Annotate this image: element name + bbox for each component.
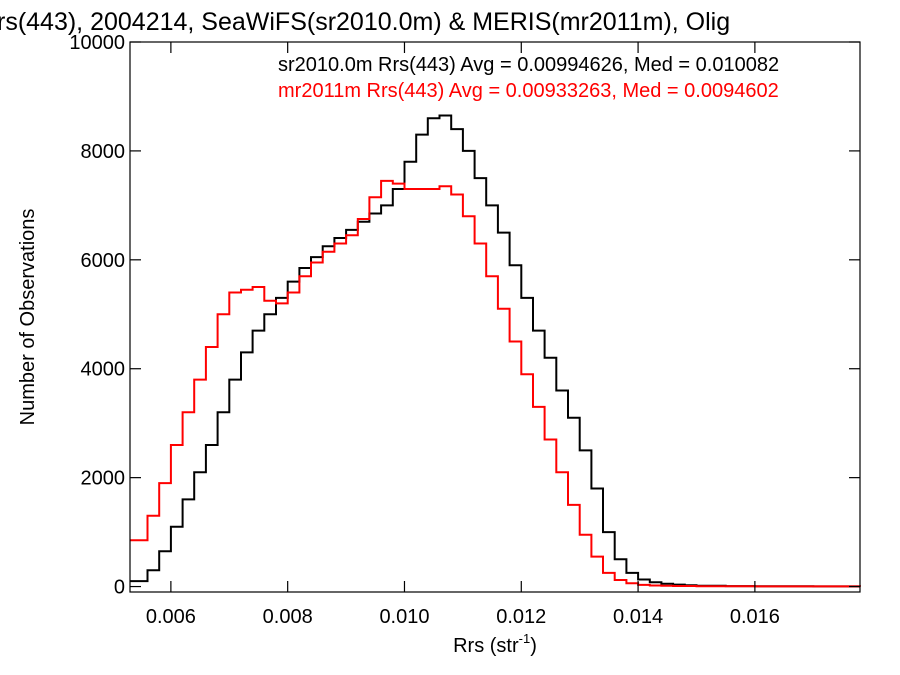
x-axis-label-main: Rrs (str <box>453 635 519 657</box>
x-tick-label: 0.014 <box>613 606 663 628</box>
y-tick-label: 8000 <box>81 141 126 163</box>
legend-entry-black: sr2010.0m Rrs(443) Avg = 0.00994626, Med… <box>278 54 779 76</box>
y-tick-label: 4000 <box>81 359 126 381</box>
series-layer <box>130 114 861 588</box>
y-tick-label: 0 <box>114 577 125 599</box>
x-tick-label: 0.012 <box>496 606 546 628</box>
plot-frame <box>129 41 861 593</box>
x-axis-label-close: ) <box>530 635 537 657</box>
x-axis-label-superscript: -1 <box>519 631 531 646</box>
chart-title: rs(443), 2004214, SeaWiFS(sr2010.0m) & M… <box>0 8 730 36</box>
x-tick-label: 0.006 <box>146 606 196 628</box>
series-line-0 <box>130 114 861 588</box>
series-line-1 <box>130 179 861 588</box>
x-tick-label: 0.016 <box>730 606 780 628</box>
ticks-layer: 0.006 0.008 0.010 0.012 0.014 0.016 0 2000 4000 6… <box>69 32 860 628</box>
y-tick-label: 2000 <box>81 468 126 490</box>
x-tick-label: 0.008 <box>263 606 313 628</box>
y-axis-label: Number of Observations <box>17 209 39 426</box>
x-axis-label: Rrs (str-1) <box>453 631 537 657</box>
y-tick-label: 10000 <box>69 32 125 54</box>
legend-entry-red: mr2011m Rrs(443) Avg = 0.00933263, Med =… <box>278 80 779 102</box>
x-tick-label: 0.010 <box>379 606 429 628</box>
y-tick-label: 6000 <box>81 250 126 272</box>
